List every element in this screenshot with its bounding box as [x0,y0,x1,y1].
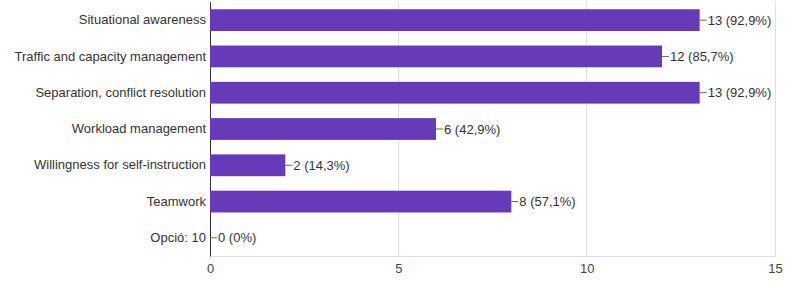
bar [210,154,285,176]
data-label: 12 (85,7%) [670,49,734,64]
grid-line [586,2,587,256]
data-label: 2 (14,3%) [293,158,349,173]
tick: Opció: 10 [150,230,206,245]
tick: 5 [395,256,402,276]
bar [210,82,700,104]
label-connector [511,201,518,202]
axis-line [211,256,776,257]
tick: Workload management [72,121,207,136]
bar [210,46,662,68]
data-label: 6 (42,9%) [444,122,500,137]
label-connector [285,165,292,166]
category-label: Separation, conflict resolution [35,85,206,100]
x-axis: 0 5 10 15 [207,256,783,276]
data-label: 13 (92,9%) [708,13,772,28]
label-connector [700,20,707,21]
tick: 15 [768,256,782,276]
tick: Traffic and capacity management [15,49,207,64]
y-axis: Situational awareness Traffic and capacit… [15,3,211,257]
bar [210,118,436,140]
tick-label: 5 [395,261,402,276]
bars [210,9,700,212]
label-connector [700,92,707,93]
category-label: Opció: 10 [150,230,206,245]
category-label: Teamwork [147,194,207,209]
category-label: Willingness for self-instruction [34,157,206,172]
tick: Separation, conflict resolution [35,85,206,100]
label-connector [210,237,217,238]
grid-line [775,2,776,256]
tick-label: 10 [580,261,594,276]
tick: Teamwork [147,194,207,209]
category-label: Traffic and capacity management [15,49,207,64]
data-label: 13 (92,9%) [708,85,772,100]
label-connector [436,129,443,130]
tick-label: 0 [207,261,214,276]
category-label: Situational awareness [79,12,207,27]
data-label: 0 (0%) [218,230,256,245]
tick: 0 [207,256,214,276]
tick: Willingness for self-instruction [34,157,206,172]
tick: Situational awareness [79,12,207,27]
tick-label: 15 [768,261,782,276]
data-labels: 13 (92,9%) 12 (85,7%) 13 (92,9%) 6 (42,9%) 2… [210,13,771,246]
bar [210,9,700,31]
grid [210,2,775,256]
bar [210,191,511,213]
chart: 0 5 10 15 Situational awareness Traffic and c… [0,0,790,285]
label-connector [662,56,669,57]
data-label: 8 (57,1%) [519,194,575,209]
tick: 10 [580,256,594,276]
category-label: Workload management [72,121,207,136]
